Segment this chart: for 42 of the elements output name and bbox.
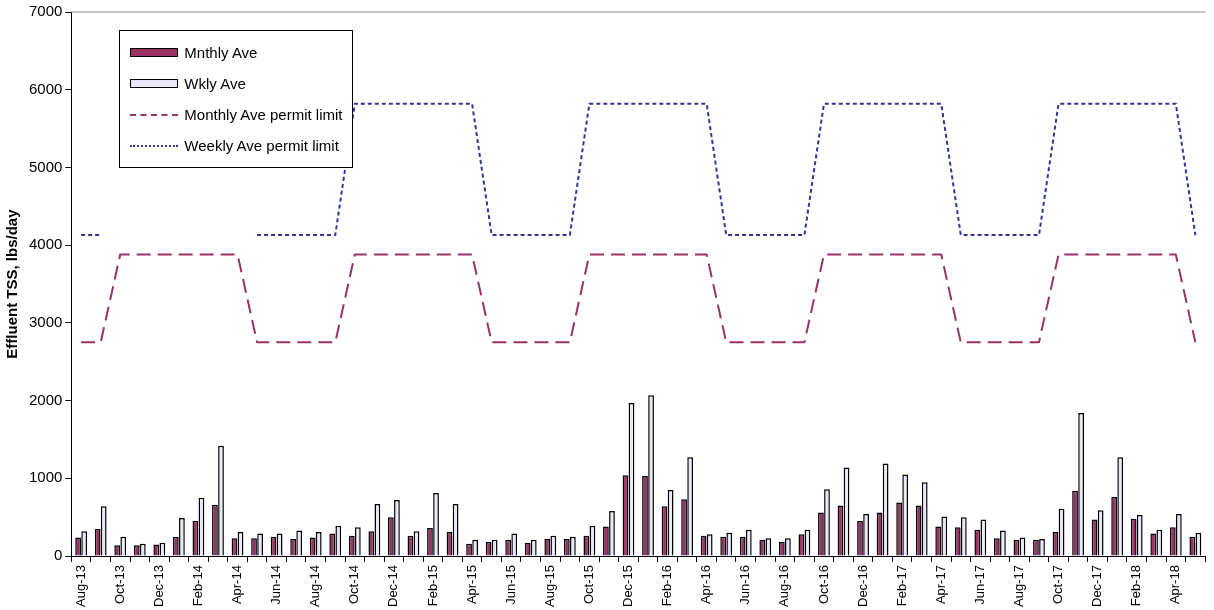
y-tick-label: 1000: [28, 468, 63, 486]
legend-label: Monthly Ave permit limit: [184, 106, 343, 123]
y-tick-label: 7000: [28, 2, 63, 20]
y-tick-label: 6000: [28, 79, 63, 97]
x-tick-label: Aug-17: [1011, 565, 1027, 607]
y-tick-label: 4000: [28, 235, 63, 253]
x-tick-label: Jun-14: [268, 565, 284, 605]
x-tick-label: Oct-13: [111, 565, 127, 605]
x-tick-label: Feb-14: [190, 565, 206, 607]
x-tick-label: Jun-15: [502, 565, 518, 605]
x-tick-label: Dec-14: [385, 565, 401, 607]
y-tick-label: 2000: [28, 390, 63, 408]
x-tick-label: Apr-17: [932, 565, 948, 605]
x-tick-label: Oct-14: [346, 565, 362, 605]
x-tick-label: Aug-15: [541, 565, 557, 607]
x-tick-label: Feb-16: [659, 565, 675, 607]
x-tick-label: Oct-16: [815, 565, 831, 605]
y-tick-label: 3000: [28, 313, 63, 331]
legend-label: Mnthly Ave: [184, 44, 258, 61]
x-tick-label: Aug-14: [307, 565, 323, 607]
x-tick-label: Dec-16: [854, 565, 870, 607]
x-tick-label: Apr-16: [698, 565, 714, 605]
x-tick-label: Apr-14: [229, 565, 245, 605]
x-tick-label: Oct-15: [580, 565, 596, 605]
legend-label: Weekly Ave permit limit: [184, 137, 339, 154]
x-tick-label: Jun-16: [737, 565, 753, 605]
y-tick-label: 0: [54, 546, 63, 564]
x-tick-label: Feb-17: [893, 565, 909, 607]
x-tick-label: Dec-13: [150, 565, 166, 607]
y-tick-label: 5000: [28, 157, 63, 175]
x-tick-label: Jun-17: [971, 565, 987, 605]
x-tick-label: Apr-18: [1167, 565, 1183, 605]
x-tick-label: Apr-15: [463, 565, 479, 605]
x-tick-label: Dec-17: [1089, 565, 1105, 607]
x-tick-label: Aug-16: [776, 565, 792, 607]
x-tick-label: Feb-18: [1128, 565, 1144, 607]
x-tick-label: Feb-15: [424, 565, 440, 607]
x-tick-label: Aug-13: [72, 565, 88, 607]
y-axis-title: Effluent TSS, lbs/day: [3, 208, 21, 359]
x-tick-label: Oct-17: [1050, 565, 1066, 605]
legend-label: Wkly Ave: [184, 75, 246, 92]
x-tick-label: Dec-15: [620, 565, 636, 607]
